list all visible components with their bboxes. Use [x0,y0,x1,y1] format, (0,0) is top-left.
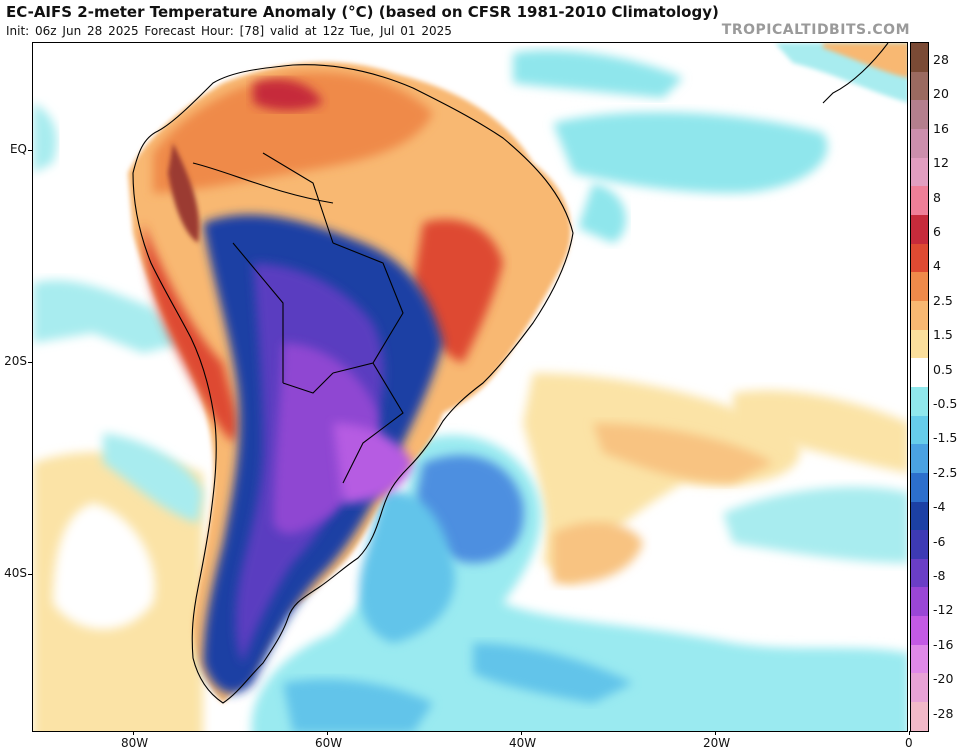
legend-label: 2.5 [933,292,953,308]
anomaly-map [32,42,908,732]
legend-swatch [911,673,928,703]
legend-label: -8 [933,568,946,583]
legend-swatch [911,558,928,588]
legend-swatch [911,702,928,731]
coastlines-borders [132,43,889,704]
lon-label: 80W [121,736,149,750]
map-title: EC-AIFS 2-meter Temperature Anomaly (°C)… [6,3,719,21]
legend-swatch [911,644,928,674]
lat-label: 40S [4,566,27,580]
legend-label: 28 [933,52,949,67]
legend-swatch [911,186,928,215]
lat-label: 20S [4,354,27,368]
legend-label: -12 [933,602,954,618]
lon-tick [715,731,716,735]
legend-label: 16 [933,120,949,136]
lon-tick [909,731,910,735]
legend-label: -28 [933,705,954,721]
credit-watermark: TROPICALTIDBITS.COM [721,22,910,38]
lon-tick [327,731,328,735]
legend-swatch [911,530,928,559]
legend-label: -2.5 [933,464,958,480]
lon-tick [133,731,134,735]
legend-swatch [911,128,928,158]
legend-label: -1.5 [933,430,958,446]
legend-swatch [911,358,928,387]
legend-swatch [911,587,928,617]
land-field [128,62,571,704]
legend-swatch [911,243,928,273]
lat-tick [28,574,32,575]
legend-label: -0.5 [933,396,958,411]
legend-label: -20 [933,671,954,687]
lon-label: 60W [315,736,343,750]
legend-swatch [911,501,928,531]
legend-swatch [911,386,928,416]
legend-swatch [911,300,928,330]
lat-tick [28,150,32,151]
legend-label: 6 [933,224,941,239]
legend-label: -16 [933,636,954,652]
lon-tick [521,731,522,735]
legend-swatch [911,616,928,645]
legend-swatch [911,472,928,502]
lat-label: EQ [9,142,27,156]
legend-swatch [911,71,928,101]
color-legend [910,42,929,732]
legend-label: -4 [933,499,946,515]
legend-label: 4 [933,258,941,274]
legend-label: -6 [933,533,946,549]
lat-tick [28,362,32,363]
legend-swatch [911,272,928,301]
legend-swatch [911,43,928,72]
lon-label: 20W [703,736,731,750]
map-subtitle: Init: 06z Jun 28 2025 Forecast Hour: [78… [6,24,452,38]
legend-label: 1.5 [933,327,953,343]
lon-label: 40W [509,736,537,750]
lon-label: 0 [905,736,913,750]
legend-label: 12 [933,155,949,171]
legend-swatch [911,157,928,187]
legend-swatch [911,100,928,129]
legend-swatch [911,214,928,244]
legend-label: 0.5 [933,361,953,377]
legend-swatch [911,444,928,473]
map-canvas [33,43,907,731]
legend-swatch [911,415,928,445]
legend-label: 20 [933,86,949,102]
legend-label: 8 [933,189,941,205]
legend-swatch [911,329,928,359]
